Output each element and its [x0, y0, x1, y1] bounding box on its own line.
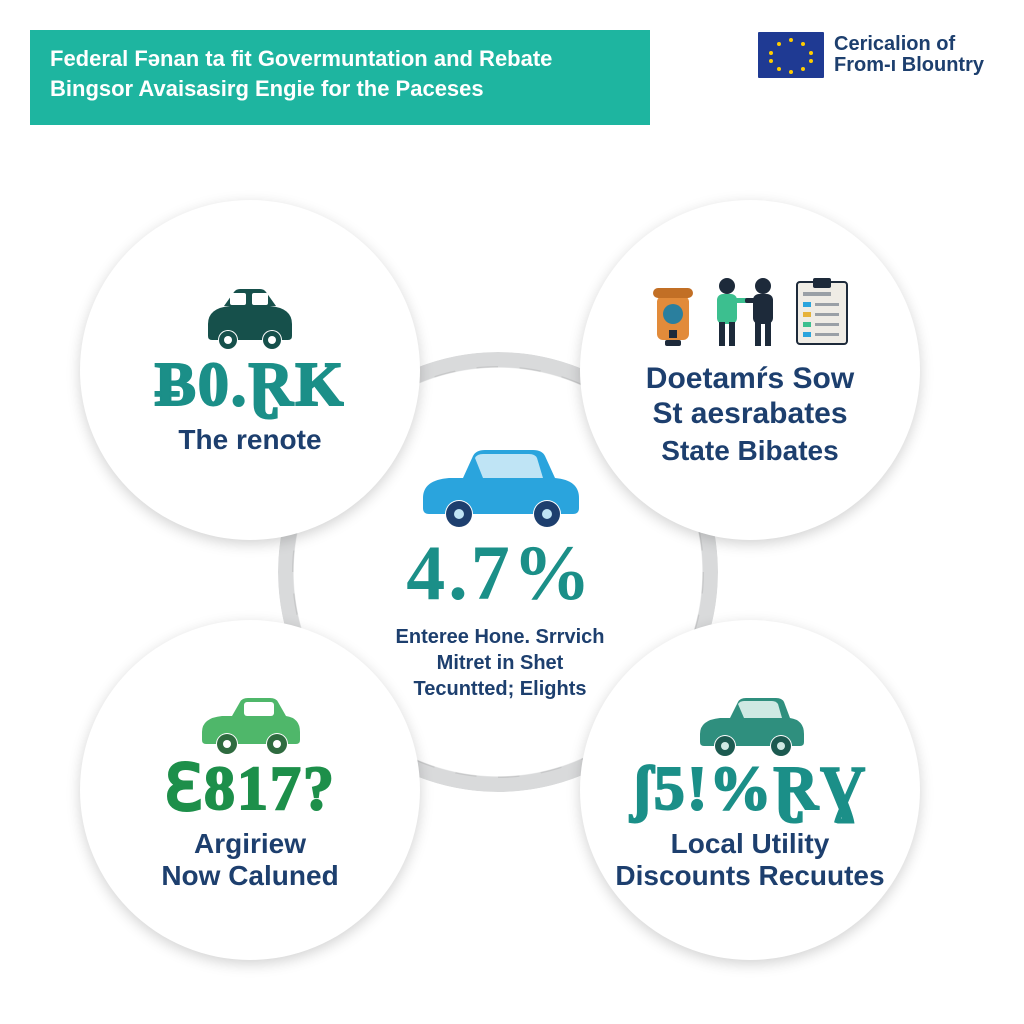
bl-label-1: Argiriew — [194, 828, 306, 860]
logo-line-2: From-ı Blountry — [834, 55, 984, 76]
header-title-bar: Federal Fənan ta fit Govermuntation and … — [30, 30, 650, 125]
center-stat: 4.7% Enteree Hone. Srrvich Mitret in She… — [320, 390, 680, 750]
tl-value: Ƀ0.ⱤK — [155, 354, 346, 416]
center-caption-1: Enteree Hone. Srrvich — [396, 624, 605, 650]
infographic-diagram: Ƀ0.ⱤK The renote — [0, 170, 1024, 990]
logo-text: Cericalion of From-ı Blountry — [834, 34, 984, 76]
header-line-1: Federal Fənan ta fit Govermuntation and … — [50, 44, 630, 74]
tr-label: State Bibates — [661, 435, 838, 467]
bl-label-2: Now Caluned — [161, 860, 338, 892]
br-label-2: Discounts Recuutes — [615, 860, 884, 892]
bin-icon — [651, 280, 695, 350]
car-icon — [190, 688, 310, 758]
car-icon — [190, 284, 310, 354]
center-caption-2: Mitret in Shet — [437, 650, 564, 676]
people-icon — [705, 276, 785, 350]
tr-line-1: Doetamŕs Sow — [646, 362, 854, 397]
center-percent: 4.7% — [406, 528, 594, 618]
bl-value: ℇ817? — [164, 758, 336, 820]
clipboard-icon — [795, 278, 849, 350]
br-value: ʃ5!%ⱤƔ — [633, 758, 867, 820]
logo-line-1: Cericalion of — [834, 34, 984, 55]
org-logo: Cericalion of From-ı Blountry — [758, 32, 984, 78]
br-label-1: Local Utility — [671, 828, 830, 860]
tr-icon-row — [651, 272, 849, 350]
car-icon — [690, 688, 810, 758]
tl-label: The renote — [178, 424, 321, 456]
header-line-2: Bingsor Avaisasirg Engie for the Paceses — [50, 74, 630, 104]
tr-line-2: St aesrabates — [652, 397, 847, 432]
center-caption-3: Tecuntted; Elights — [414, 676, 587, 702]
eu-flag-icon — [758, 32, 824, 78]
car-icon — [415, 438, 585, 528]
